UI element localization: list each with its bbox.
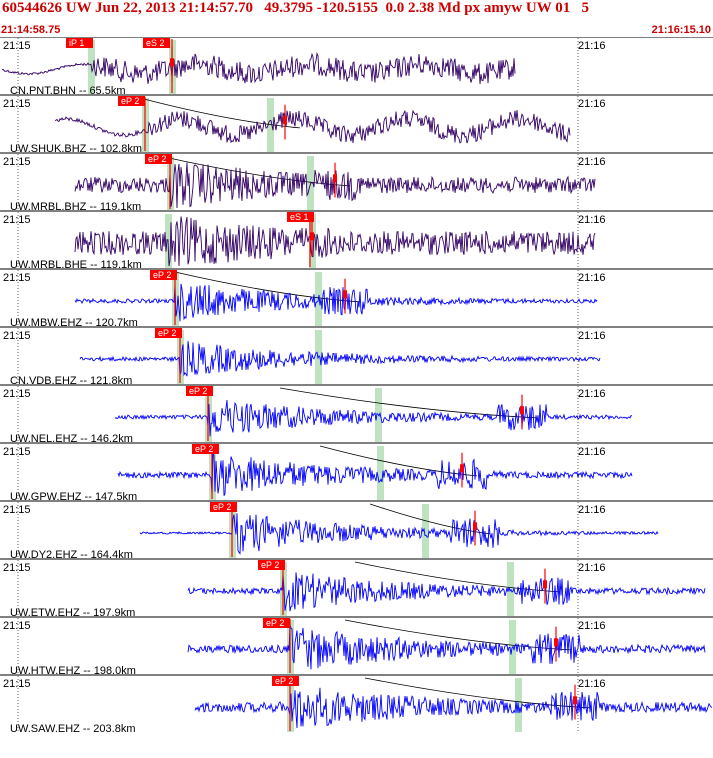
waveform-trace bbox=[187, 624, 706, 670]
station-label: UW.SHUK.BHZ -- 102.8km bbox=[10, 143, 142, 155]
station-label: UW.DY2.EHZ -- 164.4km bbox=[10, 549, 133, 561]
waveform-trace bbox=[187, 572, 706, 612]
pick-label: eP 2 bbox=[158, 328, 176, 338]
pick-label: eP 2 bbox=[153, 270, 171, 280]
time-label-left: 21:15 bbox=[3, 504, 31, 516]
pick-flag bbox=[155, 328, 182, 338]
station-label: UW.ETW.EHZ -- 197.9km bbox=[10, 607, 135, 619]
secondary-pick-marker bbox=[283, 116, 287, 125]
pick-flag bbox=[118, 96, 145, 106]
pick-flag bbox=[287, 212, 314, 222]
secondary-pick-marker bbox=[333, 174, 337, 183]
secondary-pick-marker bbox=[170, 58, 174, 67]
arrival-band bbox=[507, 562, 514, 616]
secondary-pick-marker bbox=[554, 638, 558, 647]
pick-label: eP 2 bbox=[195, 444, 213, 454]
time-label-left: 21:15 bbox=[3, 388, 31, 400]
window-start-time: 21:14:58.75 bbox=[1, 24, 61, 36]
time-label-left: 21:15 bbox=[3, 98, 31, 110]
waveform-trace bbox=[117, 452, 633, 496]
time-label-right: 21:16 bbox=[578, 40, 606, 52]
travel-time-curve bbox=[139, 97, 301, 129]
secondary-pick-marker bbox=[310, 232, 314, 241]
pick-flag bbox=[210, 502, 237, 512]
station-label: UW.MBW.EHZ -- 120.7km bbox=[10, 317, 138, 329]
arrival-band bbox=[377, 446, 384, 500]
secondary-pick-marker bbox=[343, 290, 347, 299]
arrival-band bbox=[165, 214, 172, 268]
pick-flag bbox=[150, 270, 177, 280]
event-header-title: 60544626 UW Jun 22, 2013 21:14:57.70 49.… bbox=[2, 0, 589, 16]
time-label-right: 21:16 bbox=[578, 504, 606, 516]
time-label-left: 21:15 bbox=[3, 156, 31, 168]
time-label-left: 21:15 bbox=[3, 40, 31, 52]
pick-label: eP 2 bbox=[148, 154, 166, 164]
station-label: UW.NEL.EHZ -- 146.2km bbox=[10, 433, 133, 445]
waveform-trace bbox=[54, 109, 571, 144]
window-end-time: 21:16:15.10 bbox=[651, 24, 711, 36]
time-label-right: 21:16 bbox=[578, 446, 606, 458]
time-label-right: 21:16 bbox=[578, 272, 606, 284]
time-label-right: 21:16 bbox=[578, 156, 606, 168]
waveform-trace bbox=[114, 399, 633, 437]
pick-label: eS 1 bbox=[290, 212, 309, 222]
travel-time-curve bbox=[319, 445, 478, 477]
pick-flag bbox=[145, 154, 172, 164]
time-label-right: 21:16 bbox=[578, 214, 606, 226]
pick-label: eP 2 bbox=[189, 386, 207, 396]
time-label-left: 21:15 bbox=[3, 272, 31, 284]
secondary-pick-marker bbox=[573, 696, 577, 705]
time-label-right: 21:16 bbox=[578, 98, 606, 110]
pick-label: iP 1 bbox=[69, 38, 84, 48]
pick-flag bbox=[186, 386, 213, 396]
time-label-right: 21:16 bbox=[578, 562, 606, 574]
time-label-right: 21:16 bbox=[578, 388, 606, 400]
travel-time-curve bbox=[279, 387, 538, 419]
pick-label: eP 2 bbox=[261, 560, 279, 570]
pick-flag bbox=[66, 38, 93, 48]
waveform-trace bbox=[194, 687, 713, 729]
secondary-pick-marker bbox=[473, 522, 477, 531]
pick-flag bbox=[258, 560, 285, 570]
pick-flag bbox=[192, 444, 219, 454]
secondary-pick-marker bbox=[543, 580, 547, 589]
pick-label: eP 2 bbox=[121, 96, 139, 106]
station-label: UW.HTW.EHZ -- 198.0km bbox=[10, 665, 136, 677]
pick-label: eS 2 bbox=[146, 38, 165, 48]
secondary-pick-marker bbox=[460, 464, 464, 473]
secondary-pick-marker bbox=[520, 406, 524, 415]
pick-label: eP 2 bbox=[213, 502, 231, 512]
station-label: UW.MRBL.BHE -- 119.1km bbox=[10, 259, 142, 271]
waveform-trace bbox=[74, 216, 596, 267]
travel-time-curve bbox=[159, 155, 351, 187]
time-label-left: 21:15 bbox=[3, 678, 31, 690]
waveform-trace bbox=[74, 283, 598, 322]
time-label-left: 21:15 bbox=[3, 562, 31, 574]
time-label-right: 21:16 bbox=[578, 678, 606, 690]
waveform-trace bbox=[1, 52, 516, 84]
time-label-left: 21:15 bbox=[3, 446, 31, 458]
time-label-left: 21:15 bbox=[3, 214, 31, 226]
station-label: CN.PNT.BHN -- 65.5km bbox=[10, 85, 126, 97]
pick-flag bbox=[143, 38, 170, 48]
waveform-trace bbox=[139, 513, 659, 555]
time-label-right: 21:16 bbox=[578, 330, 606, 342]
station-label: UW.GPW.EHZ -- 147.5km bbox=[10, 491, 137, 503]
pick-label: eP 2 bbox=[266, 618, 284, 628]
waveform-trace bbox=[79, 341, 601, 377]
time-label-left: 21:15 bbox=[3, 330, 31, 342]
pick-label: eP 2 bbox=[275, 676, 293, 686]
time-label-right: 21:16 bbox=[578, 620, 606, 632]
station-label: UW.MRBL.BHZ -- 119.1km bbox=[10, 201, 141, 213]
arrival-band bbox=[422, 504, 429, 558]
pick-flag bbox=[263, 618, 290, 628]
pick-flag bbox=[272, 676, 299, 686]
station-label: CN.VDB.EHZ -- 121.8km bbox=[10, 375, 132, 387]
time-label-left: 21:15 bbox=[3, 620, 31, 632]
station-label: UW.SAW.EHZ -- 203.8km bbox=[10, 723, 136, 735]
